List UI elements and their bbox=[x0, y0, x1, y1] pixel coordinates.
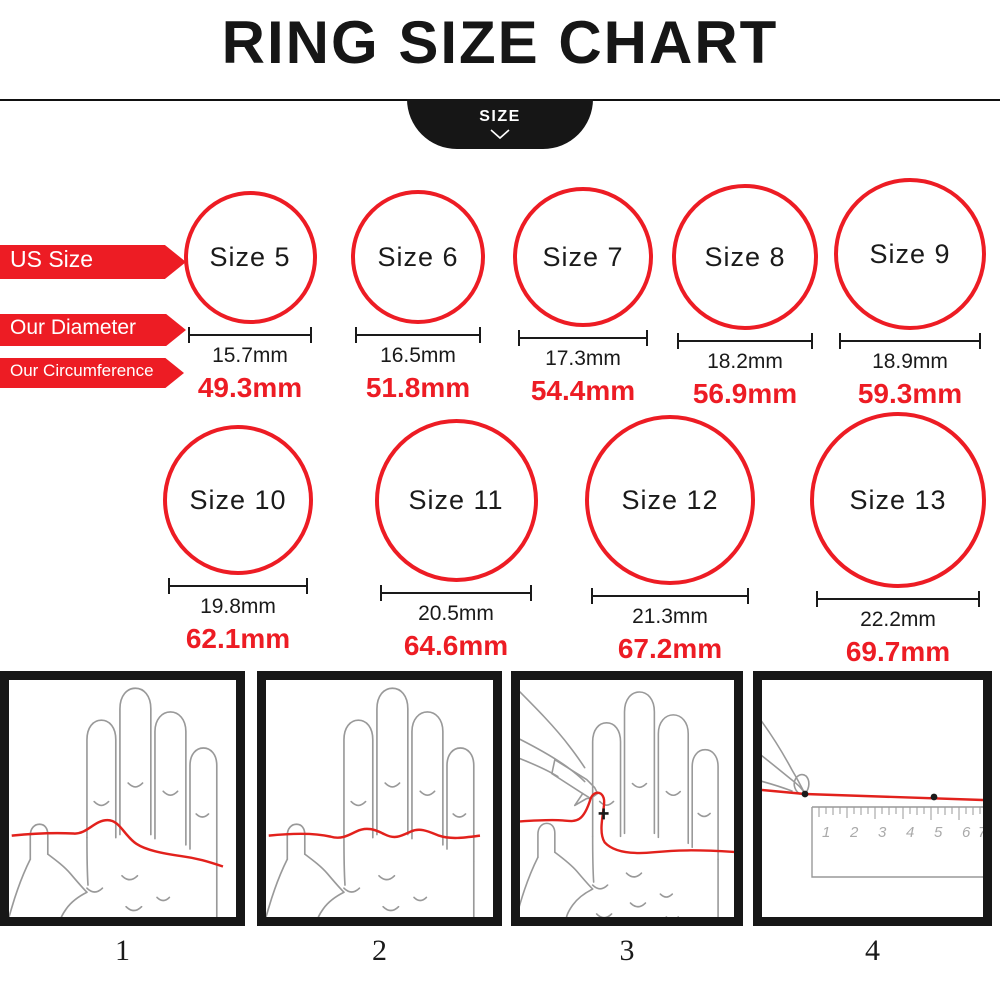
svg-text:3: 3 bbox=[878, 824, 887, 841]
svg-text:1: 1 bbox=[822, 824, 830, 841]
svg-text:6: 6 bbox=[962, 824, 971, 841]
svg-text:2: 2 bbox=[849, 824, 859, 841]
svg-text:7: 7 bbox=[978, 824, 983, 841]
svg-text:4: 4 bbox=[906, 824, 914, 841]
svg-text:5: 5 bbox=[934, 824, 943, 841]
